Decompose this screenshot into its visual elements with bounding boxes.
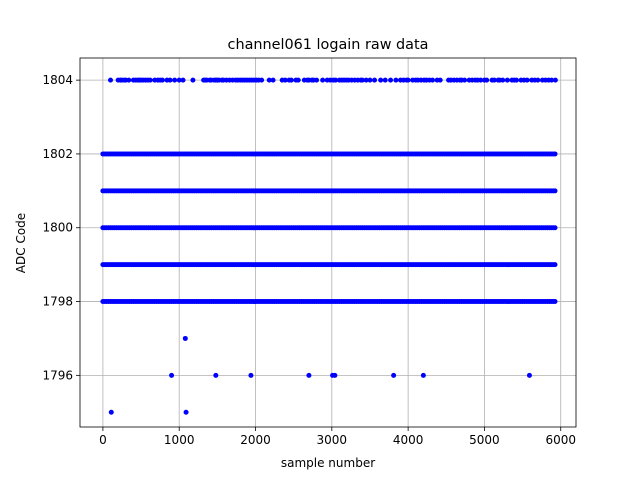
outlier-point	[169, 372, 175, 378]
x-axis-label: sample number	[281, 456, 375, 470]
data-point	[295, 77, 301, 83]
outlier-point	[108, 409, 114, 415]
x-tick-label: 6000	[545, 433, 576, 447]
data-point	[282, 77, 288, 83]
chart-title: channel061 logain raw data	[228, 37, 429, 53]
data-point	[372, 77, 378, 83]
data-point	[180, 77, 186, 83]
data-point	[320, 77, 326, 83]
data-point	[270, 77, 276, 83]
outlier-point	[213, 372, 219, 378]
x-tick-label: 2000	[240, 433, 271, 447]
data-point	[266, 77, 272, 83]
outlier-point	[183, 409, 189, 415]
data-point	[500, 77, 506, 83]
outlier-point	[248, 372, 254, 378]
y-axis-label: ADC Code	[14, 213, 28, 273]
data-point	[462, 77, 468, 83]
y-tick-label: 1798	[42, 295, 73, 309]
x-tick-label: 4000	[393, 433, 424, 447]
data-point	[359, 77, 365, 83]
y-tick-label: 1804	[42, 73, 73, 87]
data-point	[333, 77, 339, 83]
data-point	[190, 77, 196, 83]
data-point	[147, 77, 153, 83]
data-point	[167, 77, 173, 83]
data-points	[100, 77, 558, 415]
outlier-point	[306, 372, 312, 378]
data-point	[367, 77, 373, 83]
data-point	[513, 77, 519, 83]
data-point	[552, 188, 558, 194]
data-point	[393, 77, 399, 83]
outlier-point	[391, 372, 397, 378]
data-point	[288, 77, 294, 83]
data-point	[524, 77, 530, 83]
data-point	[159, 77, 165, 83]
plot-frame	[79, 57, 577, 428]
data-point	[126, 77, 132, 83]
x-tick-label: 1000	[164, 433, 195, 447]
data-point	[484, 77, 490, 83]
data-point	[172, 77, 178, 83]
x-tick-label: 0	[99, 433, 107, 447]
y-tick-label: 1800	[42, 221, 73, 235]
x-tick-label: 3000	[317, 433, 348, 447]
data-point	[491, 77, 497, 83]
data-point	[382, 77, 388, 83]
y-tick-label: 1802	[42, 147, 73, 161]
y-axis-ticks: 1796 1798 1800 1802 1804	[42, 73, 80, 382]
data-point	[378, 77, 384, 83]
grid-lines	[80, 58, 576, 427]
y-tick-label: 1796	[42, 368, 73, 382]
data-point	[552, 299, 558, 305]
data-point	[535, 77, 541, 83]
data-point	[259, 77, 265, 83]
data-point	[388, 77, 394, 83]
data-point	[552, 151, 558, 157]
data-point	[314, 77, 320, 83]
data-point	[437, 77, 443, 83]
outlier-point	[332, 372, 338, 378]
data-point	[363, 77, 369, 83]
data-point	[430, 77, 436, 83]
x-axis-ticks: 0 1000 2000 3000 4000 5000 6000	[99, 427, 576, 447]
data-point	[478, 77, 484, 83]
data-point	[405, 77, 411, 83]
data-point	[552, 225, 558, 231]
data-point	[552, 262, 558, 268]
outlier-point	[182, 335, 188, 341]
data-point	[504, 77, 510, 83]
outlier-point	[420, 372, 426, 378]
data-point	[176, 77, 182, 83]
x-tick-label: 5000	[469, 433, 500, 447]
data-point	[108, 77, 114, 83]
outlier-point	[526, 372, 532, 378]
data-point	[552, 77, 558, 83]
data-point	[549, 77, 555, 83]
